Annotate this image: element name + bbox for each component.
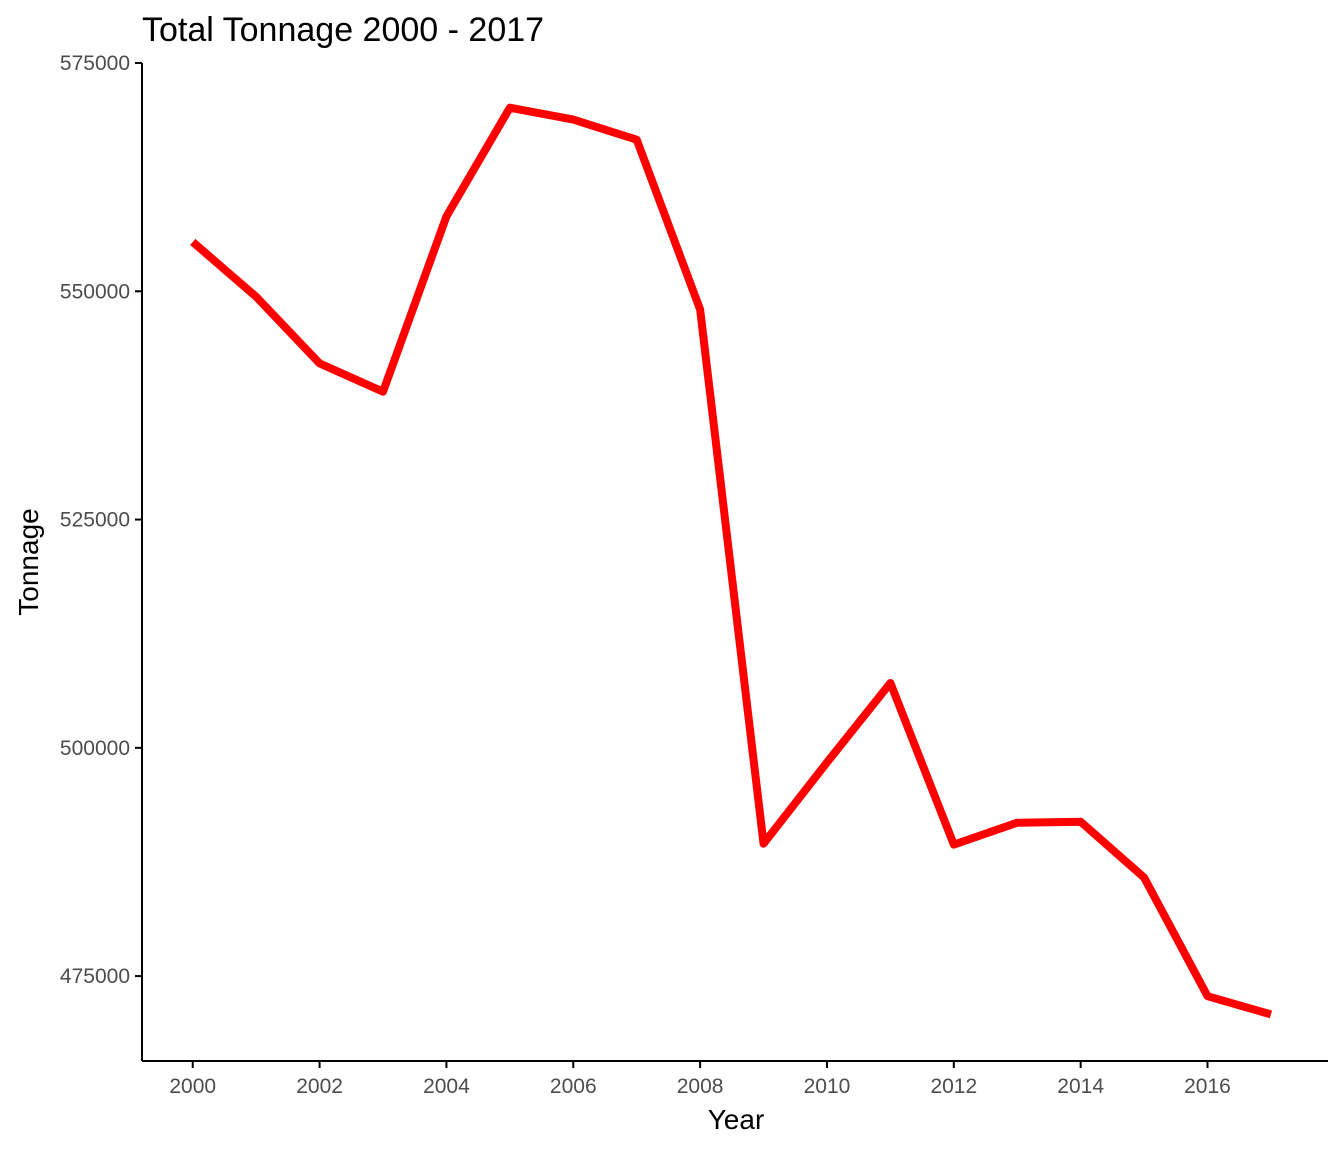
y-tick-label: 525000 xyxy=(60,509,130,532)
x-tick-label: 2008 xyxy=(677,1075,724,1098)
x-tick-label: 2006 xyxy=(550,1075,597,1098)
y-tick-label: 500000 xyxy=(60,737,130,760)
series-group xyxy=(190,103,1273,1019)
chart-title: Total Tonnage 2000 - 2017 xyxy=(142,11,544,49)
x-tick-label: 2000 xyxy=(169,1075,216,1098)
x-tick-label: 2010 xyxy=(804,1075,851,1098)
y-axis-title: Tonnage xyxy=(13,508,44,615)
y-tick-label: 575000 xyxy=(60,52,130,75)
y-tick-label: 475000 xyxy=(60,965,130,988)
x-axis-title: Year xyxy=(708,1104,765,1135)
series-line xyxy=(190,103,1273,1019)
x-tick-label: 2002 xyxy=(296,1075,343,1098)
y-axis: 475000 500000 525000 550000 575000 xyxy=(60,52,143,1061)
x-tick-label: 2004 xyxy=(423,1075,470,1098)
x-tick-label: 2012 xyxy=(930,1075,977,1098)
y-tick-label: 550000 xyxy=(60,280,130,303)
x-tick-label: 2014 xyxy=(1057,1075,1104,1098)
x-tick-label: 2016 xyxy=(1184,1075,1231,1098)
x-axis: 2000 2002 2004 2006 2008 2010 2012 2014 2016 xyxy=(142,1060,1328,1098)
